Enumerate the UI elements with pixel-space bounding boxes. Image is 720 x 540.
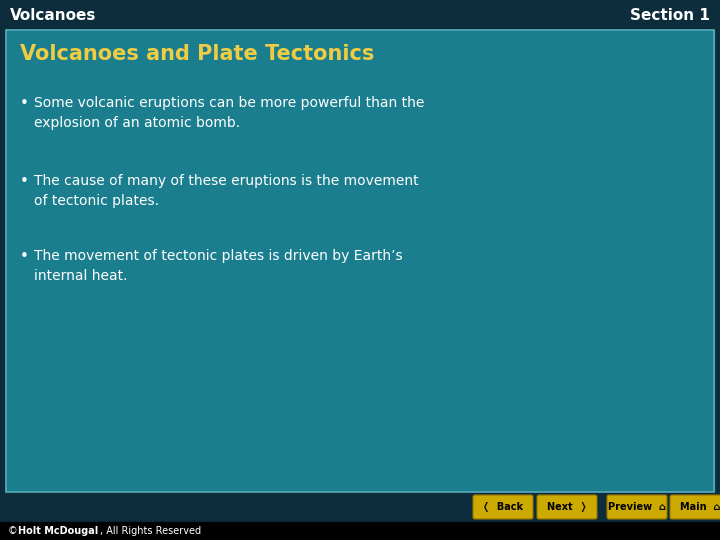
Text: ❬  Back: ❬ Back: [482, 502, 523, 512]
Text: Preview  ⌂: Preview ⌂: [608, 502, 666, 512]
Text: , All Rights Reserved: , All Rights Reserved: [100, 526, 201, 536]
Text: Holt McDougal: Holt McDougal: [18, 526, 98, 536]
Text: Some volcanic eruptions can be more powerful than the
explosion of an atomic bom: Some volcanic eruptions can be more powe…: [34, 96, 424, 130]
FancyBboxPatch shape: [473, 495, 533, 519]
Bar: [6, 30, 714, 492]
Text: Main  ⌂: Main ⌂: [680, 502, 720, 512]
Bar: [0, 492, 720, 540]
Text: •: •: [20, 174, 29, 189]
Text: Volcanoes: Volcanoes: [10, 8, 96, 23]
Text: The movement of tectonic plates is driven by Earth’s
internal heat.: The movement of tectonic plates is drive…: [34, 249, 402, 283]
Text: The cause of many of these eruptions is the movement
of tectonic plates.: The cause of many of these eruptions is …: [34, 174, 418, 208]
FancyBboxPatch shape: [537, 495, 597, 519]
Text: •: •: [20, 249, 29, 264]
Bar: [0, 0, 720, 30]
Text: •: •: [20, 96, 29, 111]
Text: ©: ©: [8, 526, 21, 536]
FancyBboxPatch shape: [607, 495, 667, 519]
FancyBboxPatch shape: [670, 495, 720, 519]
Text: Volcanoes and Plate Tectonics: Volcanoes and Plate Tectonics: [20, 44, 374, 64]
Bar: [0, 522, 720, 540]
Bar: [6, 30, 714, 492]
Text: Section 1: Section 1: [630, 8, 710, 23]
Text: Next  ❭: Next ❭: [546, 502, 588, 512]
